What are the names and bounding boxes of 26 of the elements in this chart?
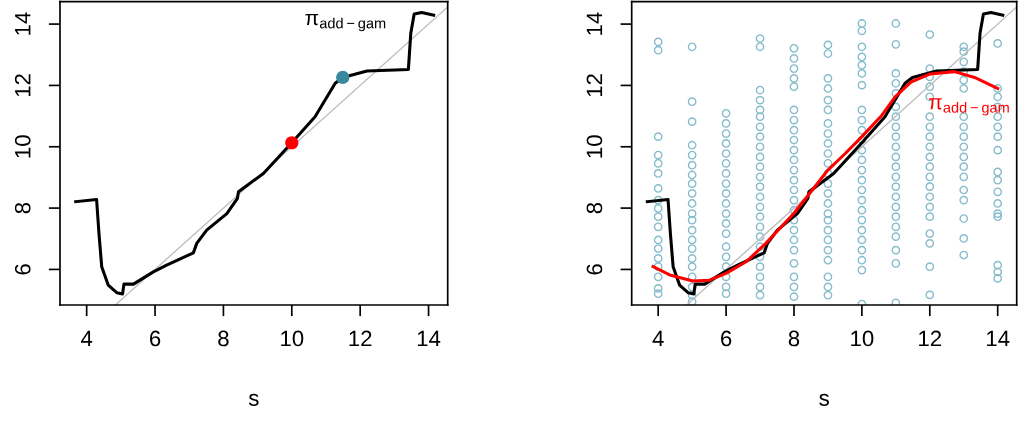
x-tick-label: 12 (919, 330, 942, 347)
x-tick-label: 8 (218, 330, 229, 347)
x-tick-label: 6 (721, 330, 732, 347)
y-tick-label: 8 (586, 202, 603, 214)
y-tick-label: 12 (14, 74, 31, 97)
x-tick-label: 8 (788, 330, 800, 347)
x-tick-label: 10 (851, 330, 874, 347)
y-tick-label: 14 (586, 12, 603, 35)
series-label: π$_{add−gam}$ (929, 98, 1009, 116)
x-tick-label: 6 (149, 330, 161, 347)
y-tick-label: 6 (14, 264, 31, 275)
x-tick-label: 12 (349, 330, 372, 347)
series-label: π$_{add−gam}$ (305, 13, 386, 32)
y-tick-label: 10 (586, 135, 603, 158)
x-tick-label: 10 (281, 330, 304, 347)
x-axis-title: s (819, 393, 829, 406)
y-tick-label: 14 (15, 12, 31, 35)
x-tick-label: 14 (987, 330, 1010, 347)
y-tick-label: 10 (14, 135, 31, 158)
x-tick-label: 4 (652, 330, 664, 347)
y-tick-label: 6 (586, 264, 603, 275)
x-tick-label: 14 (417, 330, 441, 347)
y-tick-label: 12 (586, 74, 603, 97)
y-tick-label: 8 (14, 202, 31, 214)
x-tick-label: 4 (81, 330, 93, 347)
x-axis-title: s (248, 393, 259, 406)
